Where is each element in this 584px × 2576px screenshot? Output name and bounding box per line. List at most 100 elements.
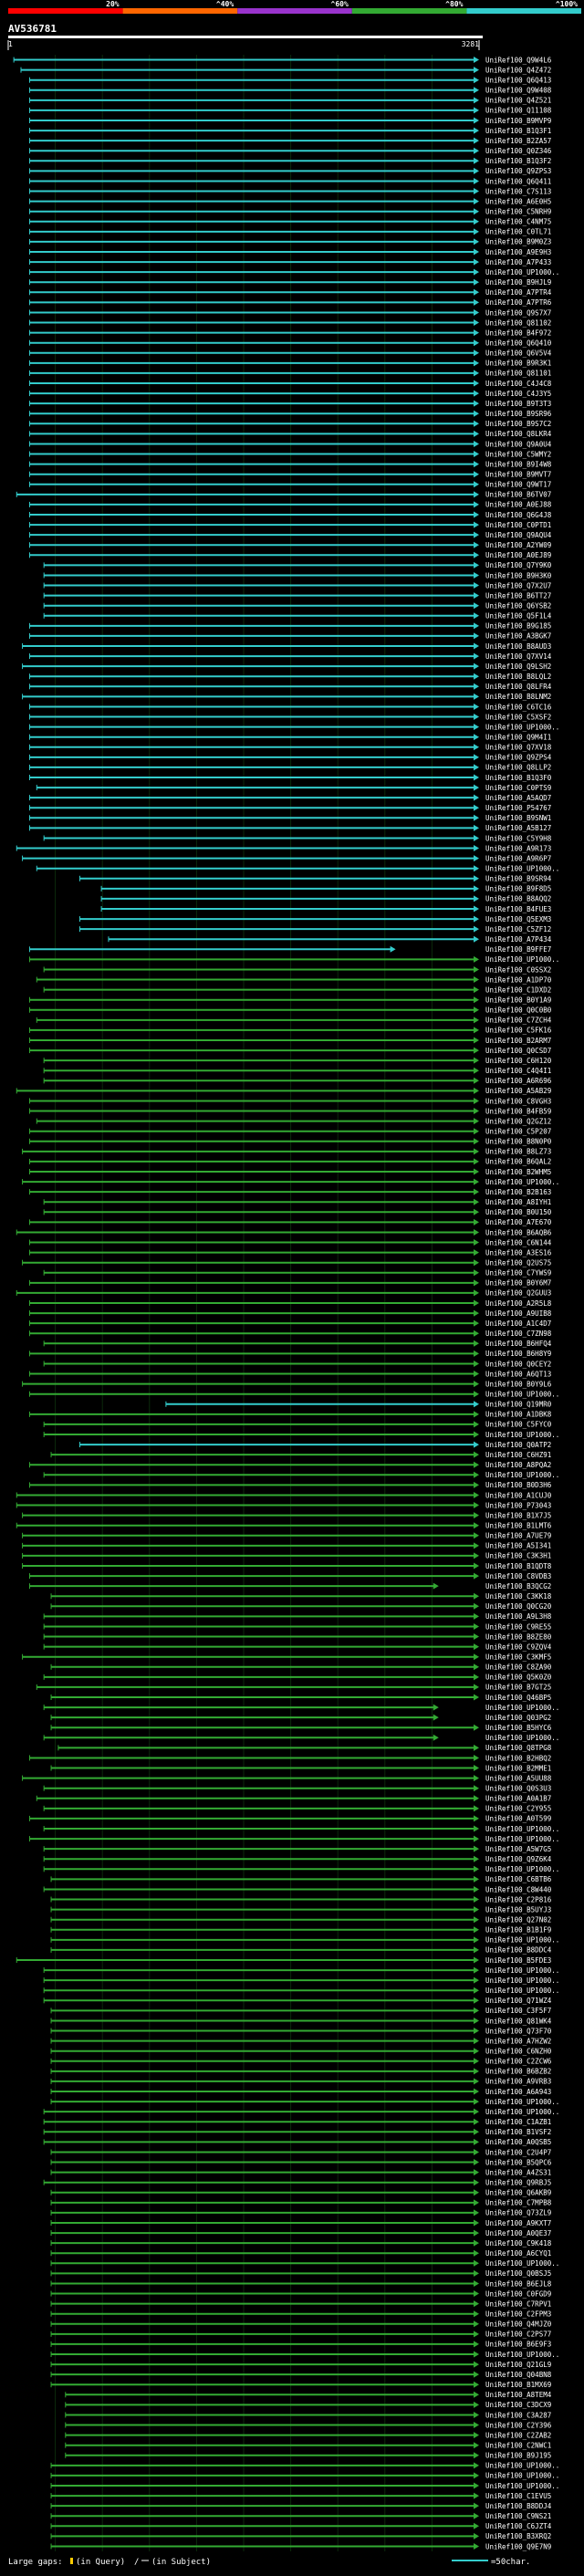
alignment-label[interactable]: UniRef100_UP1000.. <box>485 1825 559 1833</box>
alignment-label[interactable]: UniRef100_Q0C0B0 <box>485 1006 552 1015</box>
alignment-label[interactable]: UniRef100_B8AQQ2 <box>485 895 551 903</box>
alignment-label[interactable]: UniRef100_Q2GUU3 <box>485 1289 551 1298</box>
alignment-label[interactable]: UniRef100_B9SR96 <box>485 410 552 418</box>
alignment-label[interactable]: UniRef100_B0Y6M7 <box>485 1279 551 1288</box>
alignment-label[interactable]: UniRef100_P73043 <box>485 1501 551 1509</box>
alignment-label[interactable]: UniRef100_C5ZF12 <box>485 925 551 933</box>
alignment-label[interactable]: UniRef100_Q6YSB2 <box>485 601 551 610</box>
alignment-label[interactable]: UniRef100_A8IYH1 <box>485 1198 551 1206</box>
alignment-label[interactable]: UniRef100_B2ARM7 <box>485 1037 551 1045</box>
alignment-label[interactable]: UniRef100_C7RPV1 <box>485 2300 551 2308</box>
alignment-label[interactable]: UniRef100_B3XRQ2 <box>485 2532 551 2540</box>
alignment-label[interactable]: UniRef100_B9H3K0 <box>485 571 552 579</box>
alignment-label[interactable]: UniRef100_A9E9H3 <box>485 248 551 256</box>
alignment-label[interactable]: UniRef100_C1DXD2 <box>485 986 551 994</box>
alignment-label[interactable]: UniRef100_A5AB29 <box>485 1087 551 1095</box>
alignment-label[interactable]: UniRef100_C6TC16 <box>485 703 552 711</box>
alignment-label[interactable]: UniRef100_Q9LSH2 <box>485 662 551 671</box>
alignment-label[interactable]: UniRef100_Q8LFR4 <box>485 683 552 691</box>
alignment-label[interactable]: UniRef100_Q21GL9 <box>485 2361 551 2369</box>
alignment-label[interactable]: UniRef100_B6TT27 <box>485 591 551 600</box>
alignment-label[interactable]: UniRef100_C2ZAB2 <box>485 2431 551 2439</box>
alignment-label[interactable]: UniRef100_C6NZH0 <box>485 2047 552 2055</box>
alignment-label[interactable]: UniRef100_A1CUJ0 <box>485 1491 552 1499</box>
alignment-label[interactable]: UniRef100_UP1000.. <box>485 1865 559 1873</box>
alignment-label[interactable]: UniRef100_A6R696 <box>485 1077 552 1085</box>
alignment-label[interactable]: UniRef100_Q03PG2 <box>485 1714 551 1722</box>
alignment-label[interactable]: UniRef100_B6EJL8 <box>485 2279 552 2288</box>
alignment-label[interactable]: UniRef100_B6AQB6 <box>485 1228 552 1236</box>
alignment-label[interactable]: UniRef100_C4NM75 <box>485 218 551 226</box>
alignment-label[interactable]: UniRef100_B1MX69 <box>485 2381 551 2389</box>
alignment-label[interactable]: UniRef100_UP1000.. <box>485 1987 559 1995</box>
alignment-label[interactable]: UniRef100_C9K418 <box>485 2239 552 2247</box>
alignment-label[interactable]: UniRef100_B7GT25 <box>485 1684 551 1692</box>
alignment-label[interactable]: UniRef100_C9RE55 <box>485 1622 551 1631</box>
alignment-label[interactable]: UniRef100_A7UE79 <box>485 1532 551 1540</box>
alignment-label[interactable]: UniRef100_A5W7G5 <box>485 1845 551 1853</box>
alignment-label[interactable]: UniRef100_C4Q4I1 <box>485 1067 551 1075</box>
alignment-label[interactable]: UniRef100_B2ZA57 <box>485 137 551 145</box>
alignment-label[interactable]: UniRef100_B9J195 <box>485 2452 551 2460</box>
alignment-label[interactable]: UniRef100_C0FGD9 <box>485 2289 551 2298</box>
alignment-label[interactable]: UniRef100_UP1000.. <box>485 864 559 872</box>
alignment-label[interactable]: UniRef100_B9S7C2 <box>485 420 551 428</box>
alignment-label[interactable]: UniRef100_A5B127 <box>485 824 551 832</box>
alignment-label[interactable]: UniRef100_Q9ZPS4 <box>485 754 552 762</box>
alignment-label[interactable]: UniRef100_Q9RBJ5 <box>485 2178 551 2186</box>
alignment-label[interactable]: UniRef100_B9MVP9 <box>485 117 551 125</box>
alignment-label[interactable]: UniRef100_A6QT13 <box>485 1370 551 1378</box>
alignment-label[interactable]: UniRef100_Q9S7X7 <box>485 308 551 317</box>
alignment-label[interactable]: UniRef100_B2B163 <box>485 1188 551 1196</box>
alignment-label[interactable]: UniRef100_C5NRH9 <box>485 207 551 215</box>
alignment-label[interactable]: UniRef100_C0PTS9 <box>485 784 551 792</box>
alignment-label[interactable]: UniRef100_A5AQD7 <box>485 794 551 802</box>
alignment-label[interactable]: UniRef100_Q46BP5 <box>485 1694 551 1702</box>
alignment-label[interactable]: UniRef100_B9M0Z3 <box>485 238 551 246</box>
alignment-label[interactable]: UniRef100_C4J4C8 <box>485 380 552 388</box>
alignment-label[interactable]: UniRef100_C7S113 <box>485 187 551 195</box>
alignment-label[interactable]: UniRef100_UP1000.. <box>485 955 559 964</box>
alignment-label[interactable]: UniRef100_A0T599 <box>485 1815 551 1823</box>
alignment-label[interactable]: UniRef100_A8TEM4 <box>485 2391 552 2399</box>
alignment-label[interactable]: UniRef100_A9VRB3 <box>485 2078 551 2086</box>
alignment-label[interactable]: UniRef100_A6E0H5 <box>485 197 551 205</box>
alignment-label[interactable]: UniRef100_A7HZW2 <box>485 2037 551 2045</box>
alignment-label[interactable]: UniRef100_Q7X2U7 <box>485 581 551 589</box>
alignment-label[interactable]: UniRef100_C7YWS9 <box>485 1269 551 1278</box>
alignment-label[interactable]: UniRef100_P54767 <box>485 804 551 812</box>
alignment-label[interactable]: UniRef100_C4J3Y5 <box>485 390 551 398</box>
alignment-label[interactable]: UniRef100_A1DBK8 <box>485 1411 552 1419</box>
alignment-label[interactable]: UniRef100_Q5F1L4 <box>485 612 552 621</box>
alignment-label[interactable]: UniRef100_Q8LKR4 <box>485 430 552 438</box>
alignment-label[interactable]: UniRef100_UP1000.. <box>485 1178 559 1186</box>
alignment-label[interactable]: UniRef100_C5P207 <box>485 1127 551 1135</box>
alignment-label[interactable]: UniRef100_A7E670 <box>485 1218 552 1226</box>
alignment-label[interactable]: UniRef100_Q73ZL9 <box>485 2209 551 2217</box>
alignment-label[interactable]: UniRef100_Q4MJZ0 <box>485 2320 552 2329</box>
alignment-label[interactable]: UniRef100_C2PS77 <box>485 2331 551 2339</box>
alignment-label[interactable]: UniRef100_UP1000.. <box>485 1976 559 1985</box>
alignment-label[interactable]: UniRef100_B8LZ73 <box>485 1148 551 1156</box>
alignment-label[interactable]: UniRef100_Q19MR0 <box>485 1401 552 1409</box>
alignment-label[interactable]: UniRef100_C9NS21 <box>485 2512 551 2520</box>
alignment-label[interactable]: UniRef100_B8LQL2 <box>485 673 551 681</box>
alignment-label[interactable]: UniRef100_A9R6P7 <box>485 854 551 862</box>
alignment-label[interactable]: UniRef100_B4FB59 <box>485 1107 551 1115</box>
alignment-label[interactable]: UniRef100_A7PTR6 <box>485 298 552 307</box>
alignment-label[interactable]: UniRef100_UP1000.. <box>485 1966 559 1975</box>
alignment-label[interactable]: UniRef100_B0Y1A9 <box>485 996 551 1004</box>
alignment-label[interactable]: UniRef100_B8DDC4 <box>485 1946 552 1955</box>
alignment-label[interactable]: UniRef100_B6E9F3 <box>485 2341 551 2349</box>
alignment-label[interactable]: UniRef100_B6HFQ4 <box>485 1340 552 1348</box>
alignment-label[interactable]: UniRef100_Q0S3U3 <box>485 1784 551 1792</box>
alignment-label[interactable]: UniRef100_A6A943 <box>485 2088 551 2096</box>
alignment-label[interactable]: UniRef100_UP1000.. <box>485 2259 559 2268</box>
alignment-label[interactable]: UniRef100_C0TL71 <box>485 228 551 236</box>
alignment-label[interactable]: UniRef100_A9KXT7 <box>485 2219 551 2227</box>
alignment-label[interactable]: UniRef100_B2WHM5 <box>485 1168 551 1176</box>
alignment-label[interactable]: UniRef100_B1QDT8 <box>485 1562 552 1570</box>
alignment-label[interactable]: UniRef100_B1Q3F1 <box>485 127 551 135</box>
alignment-label[interactable]: UniRef100_A0QSB5 <box>485 2138 551 2146</box>
alignment-label[interactable]: UniRef100_B5FDE3 <box>485 1956 551 1965</box>
